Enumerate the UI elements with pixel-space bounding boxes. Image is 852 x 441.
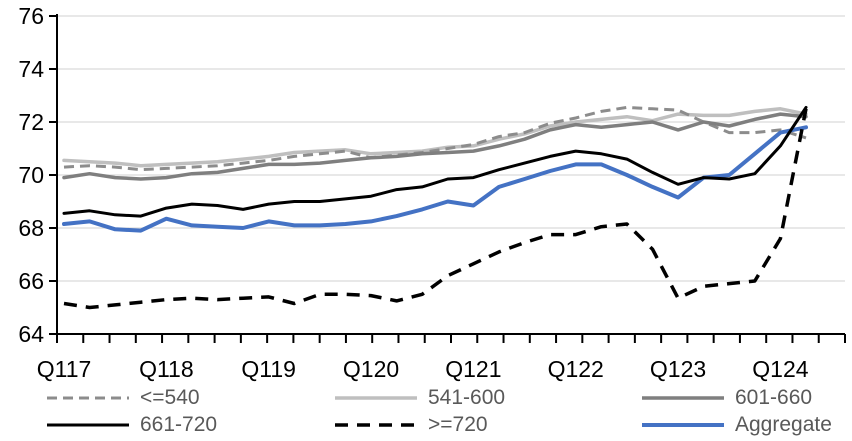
y-axis-label-74: 74	[18, 56, 44, 82]
legend-item-s601-660: 601-660	[640, 386, 812, 410]
series-line-ge720	[63, 108, 808, 310]
legend-item-ge720: >=720	[333, 413, 488, 437]
x-axis-label-Q124: Q124	[752, 356, 808, 382]
legend-label-s541-600: 541-600	[428, 386, 506, 409]
legend-row-2: 661-720 >=720 Aggregate	[0, 413, 852, 439]
legend-swatch-aggregate	[642, 423, 724, 427]
y-axis-label-64: 64	[18, 321, 44, 347]
x-axis-label-Q119: Q119	[241, 356, 296, 382]
y-axis-label-72: 72	[18, 109, 44, 135]
legend-row-1: <=540 541-600 601-660	[0, 386, 852, 412]
y-axis-label-68: 68	[18, 215, 44, 241]
x-axis-label-Q122: Q122	[548, 356, 604, 382]
legend-swatch-ge720	[335, 423, 417, 427]
x-axis-label-Q120: Q120	[343, 356, 399, 382]
legend-swatch-s661-720	[47, 423, 129, 427]
legend-item-le540: <=540	[45, 386, 200, 410]
series-line-s601-660	[62, 112, 808, 181]
y-axis-label-76: 76	[18, 3, 44, 29]
x-axis-label-Q123: Q123	[650, 356, 706, 382]
y-axis-label-66: 66	[18, 268, 44, 294]
legend-label-ge720: >=720	[428, 413, 488, 436]
legend-swatch-le540	[47, 396, 129, 400]
x-axis-label-Q117: Q117	[37, 356, 92, 382]
series-line-s661-720	[62, 105, 808, 218]
legend-item-aggregate: Aggregate	[640, 413, 832, 437]
chart-legend: <=540 541-600 601-660 661-720 >=720 Aggregat…	[0, 386, 852, 441]
legend-label-aggregate: Aggregate	[735, 413, 832, 436]
legend-label-s661-720: 661-720	[140, 413, 218, 436]
chart-canvas: 64 66 68 70 72 74 76 Q117 Q118 Q119 Q120 Q121 Q122 Q1…	[18, 3, 846, 382]
legend-swatch-s601-660	[642, 396, 724, 400]
x-axis-label-Q121: Q121	[445, 356, 501, 382]
series-line-aggregate	[62, 125, 808, 233]
legend-item-s661-720: 661-720	[45, 413, 217, 437]
x-axis-label-Q118: Q118	[139, 356, 194, 382]
legend-item-s541-600: 541-600	[333, 386, 505, 410]
legend-swatch-s541-600	[335, 396, 417, 400]
y-axis-label-70: 70	[18, 162, 44, 188]
series-line-le540	[63, 105, 807, 172]
legend-label-le540: <=540	[140, 386, 200, 409]
legend-label-s601-660: 601-660	[735, 386, 813, 409]
